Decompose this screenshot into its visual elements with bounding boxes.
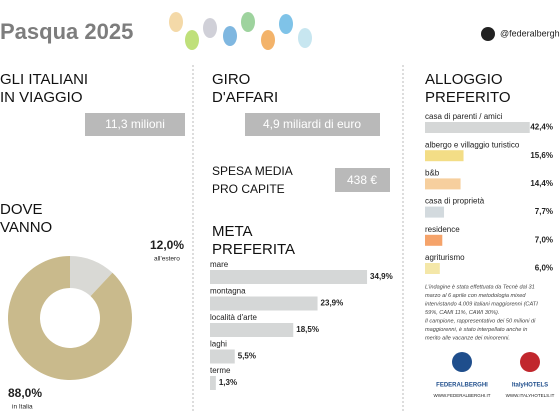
donut-slice <box>7 256 132 380</box>
bar <box>210 323 294 337</box>
logo-name: FEDERALBERGHI <box>436 383 488 389</box>
category-label: b&b <box>425 169 440 178</box>
category-label: laghi <box>210 340 227 349</box>
value-label: 5,5% <box>238 352 256 361</box>
kpi-value: 4,9 miliardi di euro <box>263 117 361 131</box>
value-label: 18,5% <box>296 325 319 334</box>
value-label: 12,0% <box>150 238 184 252</box>
footer-logos: FEDERALBERGHI WWW.FEDERALBERGHI.IT Italy… <box>433 352 555 398</box>
category-label: mare <box>210 260 229 269</box>
kpi-value: 11,3 milioni <box>105 117 165 131</box>
category-label: casa di proprietà <box>425 197 485 206</box>
bar <box>210 296 318 311</box>
footnote-line: marzo al 6 aprile con metodologia mixed <box>425 293 526 299</box>
logo-name: ItalyHOTELS <box>512 383 548 389</box>
value-label: 15,6% <box>530 151 553 160</box>
footnote-line: 59%, CAMI 11%, CAWI 30%). <box>425 310 499 316</box>
category-label: località d'arte <box>210 313 257 322</box>
bar <box>425 150 464 162</box>
section-title: SPESA MEDIA <box>212 164 293 178</box>
value-label: 14,4% <box>530 179 553 188</box>
logo-url[interactable]: WWW.ITALYHOTELS.IT <box>506 393 555 398</box>
section-title: META <box>212 223 253 240</box>
section-title: PREFERITO <box>425 89 511 106</box>
category-label: all'estero <box>154 256 180 263</box>
value-label: 88,0% <box>8 386 42 400</box>
logo-url[interactable]: WWW.FEDERALBERGHI.IT <box>433 393 490 398</box>
bar <box>210 376 216 390</box>
value-label: 34,9% <box>370 272 393 281</box>
section-title: D'AFFARI <box>212 89 278 106</box>
section-title: ALLOGGIO <box>425 71 503 88</box>
bar <box>425 206 445 218</box>
section-title: GLI ITALIANI <box>0 71 88 88</box>
section-title: PREFERITA <box>212 241 295 258</box>
footnote-line: maggiorenni, è stato interpellato anche … <box>425 327 527 333</box>
bar <box>210 349 235 364</box>
easter-eggs <box>169 12 312 50</box>
category-label: in Italia <box>12 404 33 411</box>
section-title: IN VIAGGIO <box>0 89 83 106</box>
value-box <box>335 168 390 192</box>
bar <box>425 234 443 246</box>
value-label: 6,0% <box>535 264 553 273</box>
value-box <box>245 113 380 136</box>
value-box <box>85 113 185 136</box>
x-icon <box>481 27 495 41</box>
section-title: PRO CAPITE <box>212 182 285 196</box>
value-label: 23,9% <box>321 299 344 308</box>
handle[interactable]: @federalberghi <box>500 28 560 38</box>
category-label: casa di parenti / amici <box>425 112 503 121</box>
value-label: 7,7% <box>535 207 553 216</box>
donut-slice <box>70 256 113 297</box>
category-label: montagna <box>210 287 246 296</box>
bar <box>425 122 530 133</box>
section-title: VANNO <box>0 219 52 236</box>
bar <box>425 178 461 190</box>
value-label: 1,3% <box>219 378 237 387</box>
category-label: residence <box>425 225 460 234</box>
category-label: albergo e villaggio turistico <box>425 140 520 149</box>
footnote-line: intervistando 4.009 italiani maggiorenni… <box>425 301 538 307</box>
bar <box>210 270 368 284</box>
bar <box>425 263 440 274</box>
category-label: terme <box>210 366 231 375</box>
section-title: DOVE <box>0 201 43 218</box>
footnote-line: L'indagine è stata effettuata da Tecnè d… <box>425 284 535 290</box>
value-label: 7,0% <box>535 235 553 244</box>
page-title: Pasqua 2025 <box>0 19 133 44</box>
section-title: GIRO <box>212 71 250 88</box>
kpi-value: 438 € <box>347 173 377 187</box>
category-label: agriturismo <box>425 253 465 262</box>
footnote-line: merito alle vacanze dei minorenni. <box>425 335 510 341</box>
footnote-line: Il campione, rappresentativo dei 50 mili… <box>425 318 536 324</box>
value-label: 42,4% <box>530 123 553 132</box>
